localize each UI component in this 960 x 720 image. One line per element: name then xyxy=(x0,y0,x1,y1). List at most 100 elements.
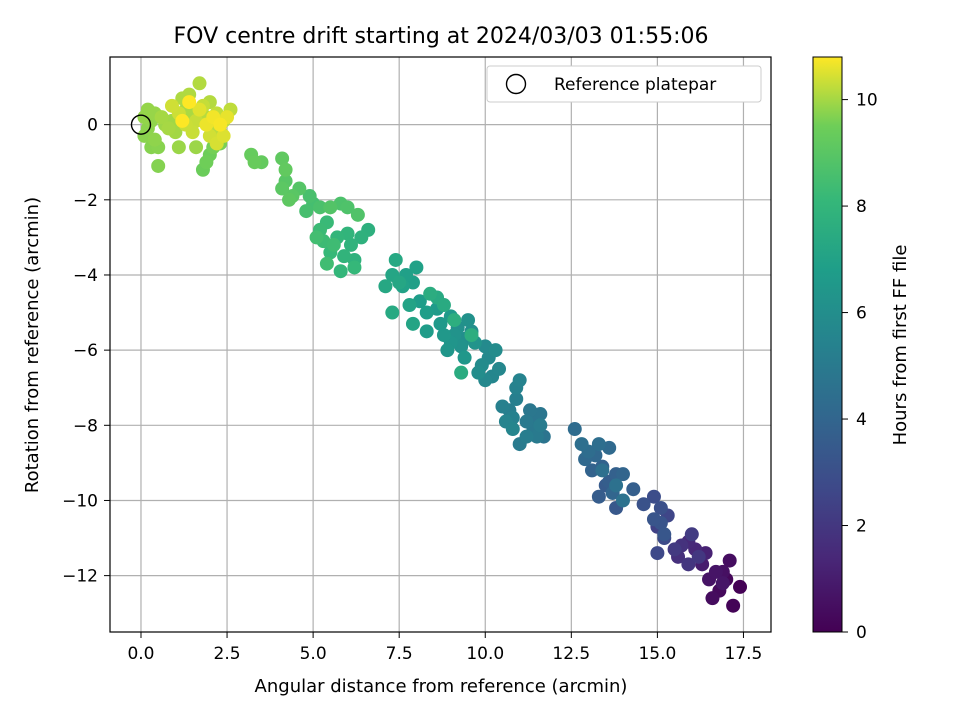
data-point xyxy=(326,237,341,252)
y-tick-label: 0 xyxy=(87,116,98,136)
data-point xyxy=(615,493,630,508)
data-point xyxy=(447,313,462,328)
colorbar-tick-label: 4 xyxy=(856,410,867,430)
data-point xyxy=(512,373,527,388)
data-point xyxy=(722,553,737,568)
x-tick-label: 15.0 xyxy=(638,644,676,664)
data-point xyxy=(247,155,262,170)
data-point xyxy=(708,564,723,579)
data-point xyxy=(726,598,741,613)
data-point xyxy=(385,305,400,320)
x-tick-label: 10.0 xyxy=(466,644,504,664)
legend-label: Reference platepar xyxy=(554,75,716,95)
data-point xyxy=(533,418,548,433)
data-point xyxy=(147,132,162,147)
data-point xyxy=(684,527,699,542)
data-point xyxy=(309,230,324,245)
data-point xyxy=(433,316,448,331)
legend-marker-icon xyxy=(505,73,527,95)
y-tick-label: −10 xyxy=(62,491,98,511)
colorbar-tick-label: 10 xyxy=(856,91,878,111)
data-point xyxy=(175,113,190,128)
y-axis-label: Rotation from reference (arcmin) xyxy=(22,197,43,493)
y-axis: 0 −2 −4 −6 −8 −10 −12 xyxy=(62,116,110,587)
x-axis: 0.0 2.5 5.0 7.5 10.0 12.5 15.0 17.5 xyxy=(127,632,762,664)
x-tick-label: 12.5 xyxy=(552,644,590,664)
data-point xyxy=(626,482,641,497)
data-point xyxy=(199,155,214,170)
data-point xyxy=(154,110,169,125)
data-point xyxy=(275,181,290,196)
chart-title: FOV centre drift starting at 2024/03/03 … xyxy=(174,24,709,49)
data-point xyxy=(192,76,207,91)
x-tick-label: 7.5 xyxy=(386,644,413,664)
data-point xyxy=(436,328,451,343)
data-point xyxy=(278,162,293,177)
data-point xyxy=(595,463,610,478)
data-point xyxy=(591,489,606,504)
data-point xyxy=(402,298,417,313)
data-point xyxy=(302,189,317,204)
data-point xyxy=(216,128,231,143)
data-point xyxy=(733,579,748,594)
plot-frame xyxy=(109,56,772,633)
data-point xyxy=(343,237,358,252)
data-point xyxy=(161,121,176,136)
x-tick-label: 5.0 xyxy=(300,644,327,664)
colorbar-tick-label: 6 xyxy=(856,304,867,324)
data-point xyxy=(492,361,507,376)
data-point xyxy=(313,200,328,215)
data-point xyxy=(299,204,314,219)
data-point xyxy=(457,350,472,365)
x-tick-label: 2.5 xyxy=(214,644,241,664)
legend-box xyxy=(486,65,762,103)
data-point xyxy=(657,527,672,542)
data-point xyxy=(523,403,538,418)
data-point xyxy=(171,140,186,155)
data-point xyxy=(650,546,665,561)
data-point xyxy=(488,343,503,358)
data-point xyxy=(495,399,510,414)
data-point xyxy=(151,158,166,173)
data-point xyxy=(461,313,476,328)
reference-point xyxy=(130,114,152,135)
x-tick-label: 17.5 xyxy=(725,644,763,664)
data-point xyxy=(319,256,334,271)
data-point xyxy=(192,102,207,117)
data-point xyxy=(715,576,730,591)
data-point xyxy=(388,252,403,267)
data-point xyxy=(333,264,348,279)
data-point xyxy=(213,117,228,132)
data-point xyxy=(529,429,544,444)
colorbar-label: Hours from first FF file xyxy=(890,245,911,446)
data-point xyxy=(378,279,393,294)
data-point xyxy=(189,140,204,155)
data-point xyxy=(464,328,479,343)
colorbar-ticks: 0 2 4 6 8 10 xyxy=(842,91,878,643)
data-point xyxy=(591,437,606,452)
data-point xyxy=(337,249,352,264)
x-tick-label: 0.0 xyxy=(127,644,154,664)
y-tick-label: −2 xyxy=(73,191,98,211)
data-point xyxy=(691,549,706,564)
data-point xyxy=(419,305,434,320)
data-point xyxy=(567,422,582,437)
data-point xyxy=(164,98,179,113)
data-point xyxy=(609,478,624,493)
data-point xyxy=(350,207,365,222)
y-tick-label: −4 xyxy=(73,266,98,286)
data-point xyxy=(519,414,534,429)
colorbar: 0 2 4 6 8 10 Hours from first FF file xyxy=(812,56,911,643)
data-point xyxy=(653,500,668,515)
legend: Reference platepar xyxy=(486,65,762,103)
y-tick-label: −12 xyxy=(62,567,98,587)
data-point xyxy=(354,230,369,245)
data-point xyxy=(519,429,534,444)
data-point xyxy=(423,286,438,301)
data-point xyxy=(509,391,524,406)
x-axis-label: Angular distance from reference (arcmin) xyxy=(255,676,628,697)
data-point xyxy=(646,512,661,527)
data-point xyxy=(405,316,420,331)
data-point xyxy=(282,192,297,207)
